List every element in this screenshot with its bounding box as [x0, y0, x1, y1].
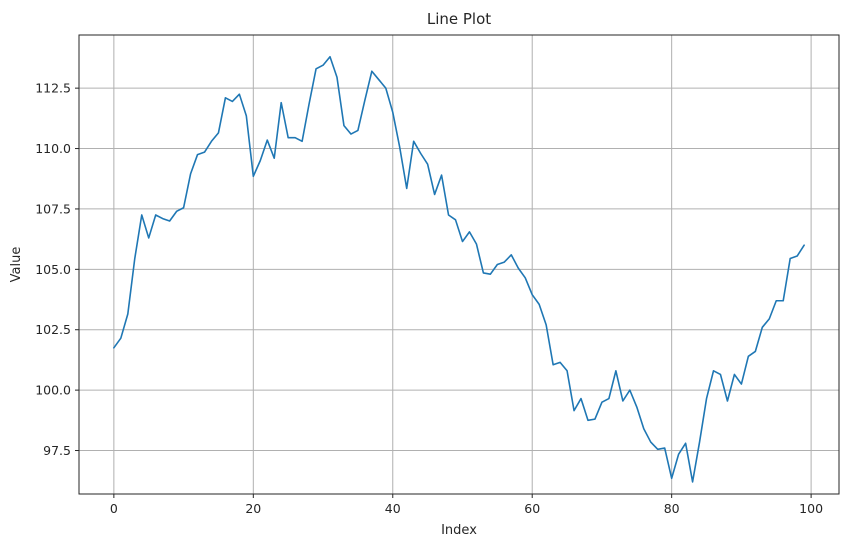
x-tick-label: 100: [799, 501, 823, 516]
x-tick-label: 80: [664, 501, 680, 516]
x-tick-label: 40: [385, 501, 401, 516]
plot-frame: [78, 34, 840, 495]
chart-title: Line Plot: [427, 10, 491, 28]
x-tick-label: 60: [524, 501, 540, 516]
series-line: [113, 55, 805, 483]
y-gridlines: [79, 87, 839, 452]
x-axis-ticks: 0 20 40 60 80 100: [110, 494, 823, 516]
y-tick-label: 97.5: [43, 443, 71, 458]
y-tick-label: 100.0: [35, 383, 71, 398]
y-tick-label: 102.5: [35, 322, 71, 337]
x-tick-label: 20: [245, 501, 261, 516]
y-tick-label: 105.0: [35, 262, 71, 277]
y-axis-ticks: 97.5 100.0 102.5 105.0 107.5 110.0 112.5: [35, 81, 79, 458]
y-axis-title: Value: [9, 247, 24, 283]
y-tick-label: 112.5: [35, 81, 71, 96]
x-gridlines: [113, 35, 812, 494]
y-tick-label: 107.5: [35, 201, 71, 216]
y-tick-label: 110.0: [35, 141, 71, 156]
x-axis-title: Index: [441, 523, 477, 538]
x-tick-label: 0: [110, 501, 118, 516]
